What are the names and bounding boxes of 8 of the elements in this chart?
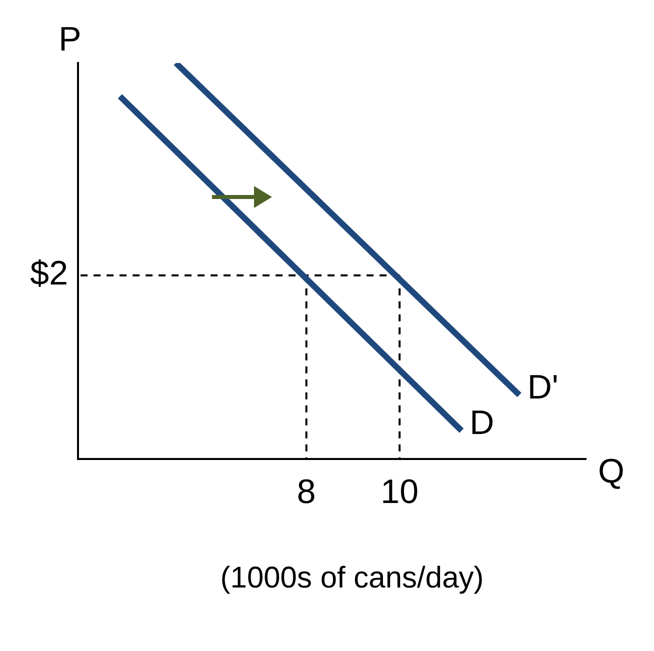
x-tick-label: 10: [380, 472, 418, 511]
text: (1000s of cans/day): [220, 561, 484, 594]
x-axis-title: Q: [598, 452, 624, 491]
series-label: D: [470, 404, 494, 442]
x-tick-label: 8: [296, 472, 316, 511]
text: $2: [30, 254, 68, 293]
series-label: D': [527, 368, 558, 406]
y-axis-title: P: [58, 20, 82, 58]
